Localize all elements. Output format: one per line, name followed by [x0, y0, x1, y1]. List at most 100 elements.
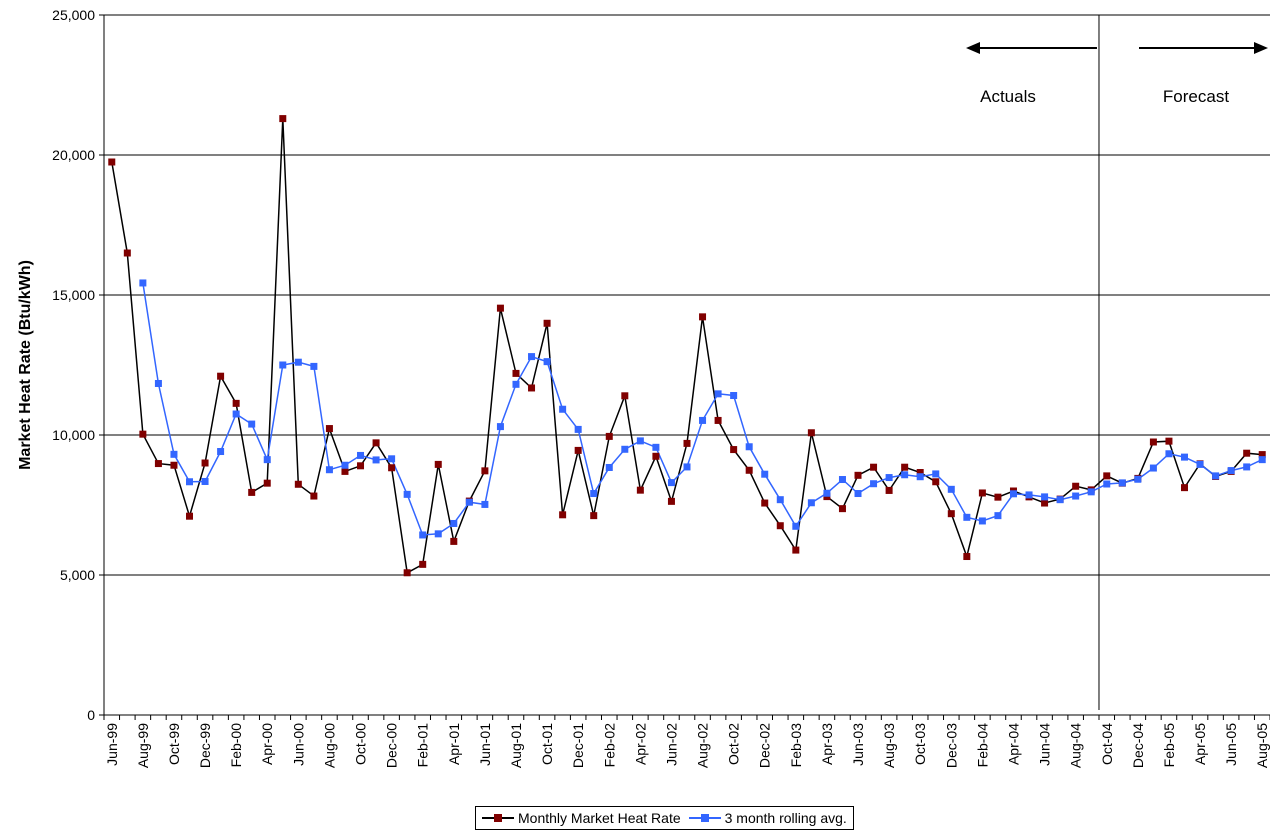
data-point-1-Sep-04 — [1087, 488, 1095, 496]
data-point-1-Jul-03 — [870, 480, 878, 488]
data-point-1-Apr-04 — [1009, 490, 1017, 498]
x-tick-label: Aug-04 — [1068, 723, 1084, 768]
data-point-1-Mar-03 — [807, 499, 815, 507]
data-point-1-Apr-02 — [636, 437, 644, 445]
x-tick-label: Apr-02 — [632, 723, 648, 765]
data-point-0-Jun-01 — [481, 467, 489, 475]
x-tick-label: Feb-04 — [974, 723, 990, 768]
x-tick-label: Dec-03 — [943, 723, 959, 768]
data-point-1-Dec-02 — [761, 470, 769, 478]
data-point-1-Apr-03 — [823, 489, 831, 497]
x-tick-label: Apr-00 — [259, 723, 275, 765]
x-tick-labels: Jun-99 Aug-99 Oct-99 Dec-99 Feb-00 Apr-00 Jun-… — [104, 723, 1270, 768]
data-point-1-Dec-99 — [201, 477, 209, 485]
data-point-0-Jul-03 — [870, 463, 878, 471]
x-tick-label: Feb-05 — [1161, 723, 1177, 768]
x-tick-label: Aug-02 — [695, 723, 711, 768]
data-point-0-Mar-00 — [248, 488, 256, 496]
x-tick-label: Oct-02 — [726, 723, 742, 765]
data-point-0-Feb-01 — [419, 560, 427, 568]
data-point-0-Oct-99 — [170, 461, 178, 469]
data-point-1-Oct-02 — [730, 392, 738, 400]
data-point-1-Feb-02 — [605, 463, 613, 471]
data-point-1-Feb-00 — [232, 410, 240, 418]
data-point-1-Jan-01 — [403, 490, 411, 498]
data-point-1-Jan-03 — [776, 496, 784, 504]
data-point-0-Sep-01 — [528, 384, 536, 392]
x-tick-label: Aug-03 — [881, 723, 897, 768]
x-tick-label: Jun-03 — [850, 723, 866, 766]
data-point-1-Jul-01 — [496, 423, 504, 431]
data-point-0-Jan-04 — [963, 553, 971, 561]
data-point-1-Aug-04 — [1072, 492, 1080, 500]
data-point-1-May-05 — [1212, 472, 1220, 480]
data-point-1-Aug-03 — [885, 474, 893, 482]
data-point-0-Sep-03 — [901, 463, 909, 471]
data-point-0-Aug-03 — [885, 486, 893, 494]
data-point-1-Sep-03 — [901, 471, 909, 479]
series-markers — [108, 115, 1266, 577]
data-point-1-Oct-99 — [170, 450, 178, 458]
data-point-1-May-03 — [838, 476, 846, 484]
x-tick-label: Dec-99 — [197, 723, 213, 768]
data-point-1-Oct-04 — [1103, 480, 1111, 488]
data-point-0-Mar-03 — [807, 429, 815, 437]
data-point-0-May-03 — [838, 505, 846, 513]
data-point-0-Feb-05 — [1165, 437, 1173, 445]
x-tick-label: Jun-01 — [477, 723, 493, 766]
data-point-0-Apr-00 — [263, 479, 271, 487]
y-tick-label: 5,000 — [60, 567, 95, 583]
data-point-0-May-02 — [652, 452, 660, 460]
x-tick-label: Dec-04 — [1130, 723, 1146, 768]
data-point-0-Jun-03 — [854, 471, 862, 479]
x-tick-label: Feb-00 — [228, 723, 244, 768]
data-point-1-Jan-05 — [1149, 464, 1157, 472]
y-axis-label: Market Heat Rate (Btu/kWh) — [17, 260, 34, 470]
data-point-0-Jan-00 — [217, 372, 225, 380]
data-point-0-Aug-02 — [699, 313, 707, 321]
data-point-0-Mar-04 — [994, 493, 1002, 501]
data-point-1-Dec-03 — [947, 485, 955, 493]
data-point-0-Nov-03 — [932, 478, 940, 486]
data-point-1-Nov-01 — [559, 405, 567, 413]
data-point-0-Apr-01 — [450, 537, 458, 545]
legend-swatch-rolling — [688, 813, 721, 823]
x-tick-label: Oct-03 — [912, 723, 928, 765]
x-tick-label: Dec-01 — [570, 723, 586, 768]
forecast-arrowhead — [1254, 42, 1268, 54]
y-tick-label: 15,000 — [52, 287, 95, 303]
data-point-0-Oct-03 — [916, 469, 924, 477]
x-tick-label: Jun-00 — [290, 723, 306, 766]
data-point-1-Jul-02 — [683, 463, 691, 471]
data-point-1-Jan-00 — [217, 448, 225, 456]
data-point-1-Jun-03 — [854, 490, 862, 498]
gridlines — [104, 14, 1270, 576]
x-tick-label: Dec-02 — [757, 723, 773, 768]
data-point-0-Dec-03 — [947, 510, 955, 518]
data-point-0-Feb-03 — [792, 546, 800, 554]
data-point-0-Jul-05 — [1243, 449, 1251, 457]
data-point-0-Jun-00 — [294, 480, 302, 488]
data-point-0-Jul-00 — [310, 492, 318, 500]
data-point-0-Feb-02 — [605, 432, 613, 440]
actuals-arrowhead — [966, 42, 980, 54]
x-tick-label: Oct-00 — [353, 723, 369, 765]
data-point-1-Jan-02 — [590, 490, 598, 498]
data-point-0-Aug-01 — [512, 369, 520, 377]
data-point-0-Jul-01 — [496, 304, 504, 312]
data-point-1-Apr-01 — [450, 519, 458, 527]
data-point-1-Jul-04 — [1056, 496, 1064, 504]
y-tick-label: 25,000 — [52, 7, 95, 23]
data-point-0-Jul-99 — [123, 249, 131, 257]
data-point-1-Dec-01 — [574, 425, 582, 433]
x-tick-label: Oct-01 — [539, 723, 555, 765]
data-point-0-Dec-99 — [201, 459, 209, 467]
data-point-1-Sep-02 — [714, 390, 722, 398]
data-point-1-Dec-00 — [388, 455, 396, 463]
data-point-1-Oct-01 — [543, 358, 551, 366]
data-point-1-Jun-02 — [667, 479, 675, 487]
data-point-0-Jan-02 — [590, 512, 598, 520]
legend-item-rolling: 3 month rolling avg. — [688, 810, 847, 826]
data-point-1-May-04 — [1025, 491, 1033, 499]
